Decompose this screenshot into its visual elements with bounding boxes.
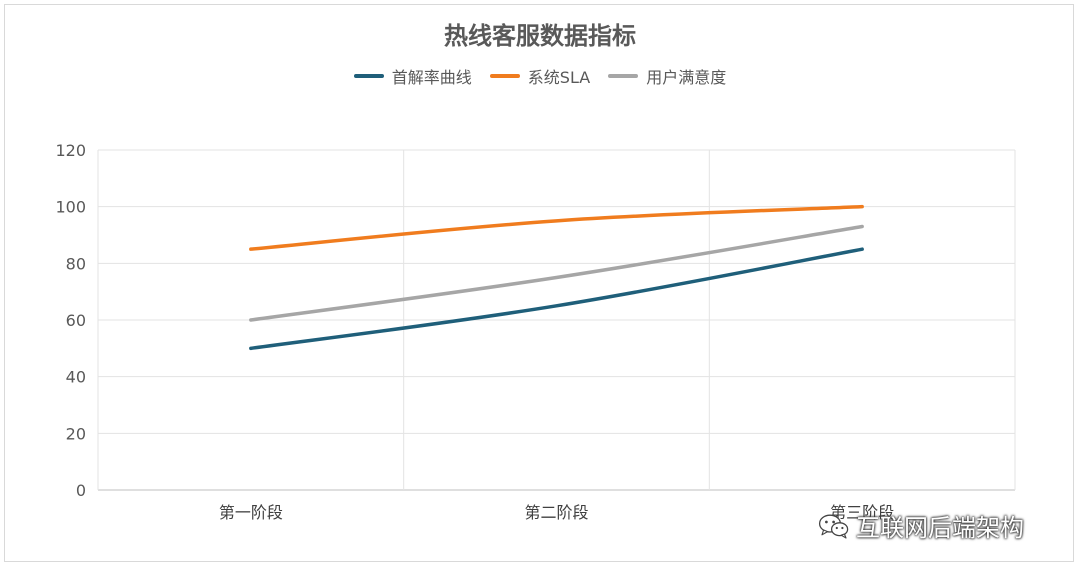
legend-label: 用户满意度	[646, 68, 727, 87]
y-tick-label: 0	[76, 481, 86, 500]
x-axis: 第一阶段 第二阶段 第三阶段	[219, 503, 894, 522]
y-tick-label: 100	[55, 198, 86, 217]
series-line-0	[249, 247, 864, 351]
watermark-text: 互联网后端架构	[856, 514, 1024, 542]
legend-label: 系统SLA	[527, 68, 591, 87]
y-tick-label: 120	[55, 141, 86, 160]
legend-item-2: 用户满意度	[608, 64, 726, 88]
y-tick-label: 20	[66, 424, 86, 443]
legend-swatch	[353, 74, 384, 78]
chart-frame	[4, 4, 1074, 562]
chart-title: 热线客服数据指标	[444, 22, 636, 50]
legend-label: 首解率曲线	[391, 68, 472, 87]
series-line-1	[249, 204, 864, 251]
x-tick-label: 第一阶段	[219, 503, 283, 522]
legend-item-0: 首解率曲线	[353, 64, 472, 88]
y-tick-label: 40	[66, 368, 86, 387]
legend-swatch	[608, 74, 639, 78]
series-lines	[249, 204, 864, 351]
legend-item-1: 系统SLA	[489, 64, 591, 88]
y-tick-label: 80	[66, 254, 86, 273]
y-axis: 0 20 40 60 80 100 120	[55, 141, 86, 500]
series-line-2	[249, 224, 864, 322]
legend-swatch	[489, 74, 520, 78]
wechat-icon	[818, 514, 849, 539]
x-tick-label: 第三阶段	[830, 503, 894, 522]
chart-grid	[97, 149, 1016, 491]
chart-legend: 首解率曲线 系统SLA 用户满意度	[0, 64, 1080, 88]
y-tick-label: 60	[66, 311, 86, 330]
watermark: 互联网后端架构	[818, 508, 1024, 543]
x-tick-label: 第二阶段	[524, 503, 588, 522]
